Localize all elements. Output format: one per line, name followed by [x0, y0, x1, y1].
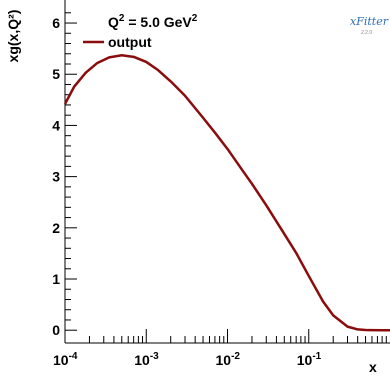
x-tick-label: 10-1 — [297, 351, 322, 368]
series-line-output — [63, 54, 390, 332]
y-tick-label: 6 — [52, 15, 60, 31]
y-tick-label: 1 — [52, 271, 60, 287]
logo-version: 2.2.0 — [361, 30, 372, 36]
legend: Q2 = 5.0 GeV2 output — [83, 13, 198, 50]
x-tick-label: 10-3 — [134, 351, 159, 368]
y-axis-title: xg(x,Q²) — [5, 10, 21, 63]
y-axis: 0 1 2 3 4 5 6 — [52, 12, 77, 338]
y-tick-label: 0 — [52, 322, 60, 338]
y-tick-label: 5 — [52, 66, 60, 82]
xfitter-logo: xFitter 2.2.0 — [350, 15, 389, 36]
plot-frame — [64, 0, 390, 344]
x-tick-label: 10-2 — [216, 351, 241, 368]
x-tick-label: 10-4 — [53, 351, 78, 368]
logo-text: xFitter — [350, 15, 389, 28]
legend-title: Q2 = 5.0 GeV2 — [108, 13, 198, 30]
y-tick-label: 4 — [52, 117, 60, 133]
y-tick-label: 3 — [52, 169, 60, 185]
x-axis-title: x — [369, 359, 377, 375]
x-axis: 10-4 10-3 10-2 10-1 — [53, 329, 387, 368]
data-series — [63, 54, 390, 332]
y-tick-label: 2 — [52, 220, 60, 236]
legend-label-output: output — [108, 34, 152, 50]
